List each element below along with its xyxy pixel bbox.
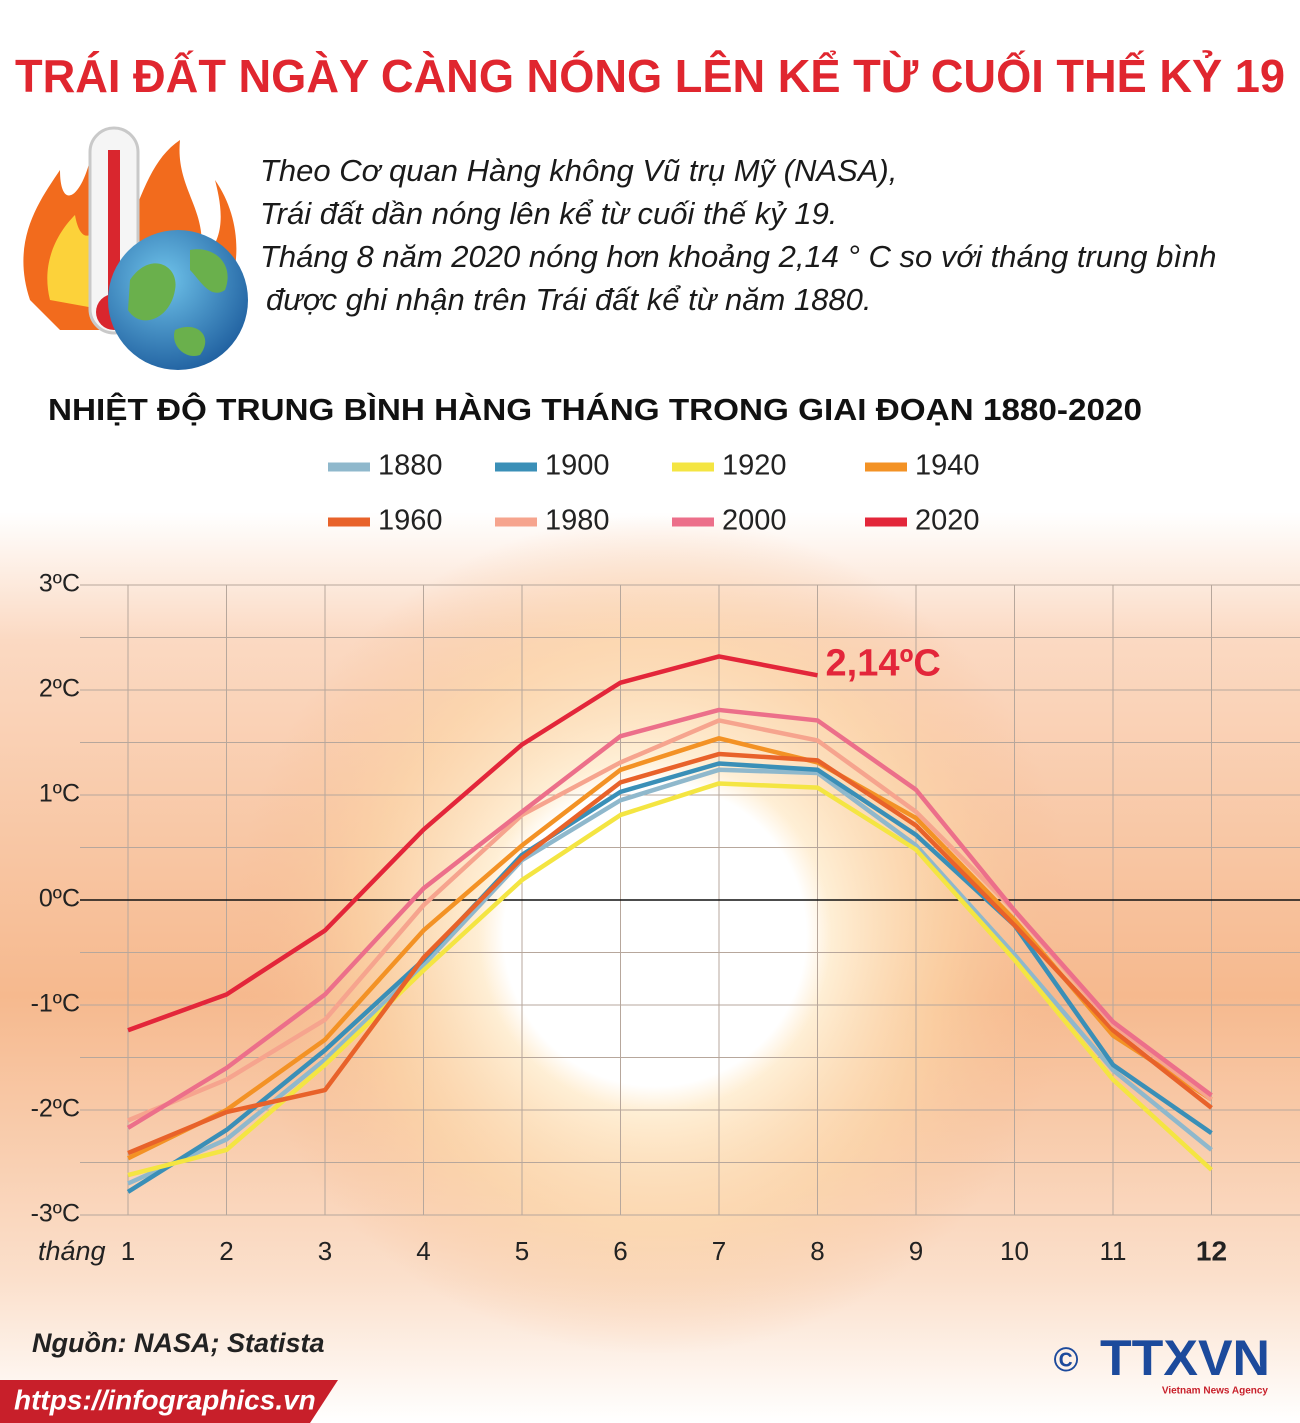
data-label: 2,14ºC [826,642,941,684]
intro-line: Theo Cơ quan Hàng không Vũ trụ Mỹ (NASA)… [260,153,897,188]
legend-label: 2020 [915,505,980,537]
chart-title: NHIỆT ĐỘ TRUNG BÌNH HÀNG THÁNG TRONG GIA… [48,391,1142,427]
legend-label: 1900 [545,450,610,482]
x-tick-label: 7 [712,1236,726,1266]
series-line [127,781,1214,1178]
source: Nguồn: NASA; Statista [32,1328,325,1358]
x-tick-label: 8 [810,1236,824,1266]
series-line [126,761,1213,1194]
x-tick-label: 1 [121,1236,135,1266]
url-band [0,1380,338,1423]
x-tick-label: 2 [219,1236,233,1266]
intro-line: được ghi nhận trên Trái đất kể từ năm 18… [266,282,871,317]
x-tick-label: 4 [416,1236,430,1266]
logo-subtitle: Vietnam News Agency [1162,1386,1269,1397]
y-tick-label: -2ºC [31,1095,80,1123]
illustration [23,126,248,370]
series-line [127,736,1213,1161]
y-tick-label: 1ºC [39,780,80,808]
legend-label: 1940 [915,450,980,482]
x-tick-label: 5 [515,1236,529,1266]
x-tick-label: 11 [1100,1236,1127,1266]
legend-label: 1880 [378,450,443,482]
url: https://infographics.vn [14,1384,316,1415]
series-line [127,654,818,1033]
x-tick-label: 3 [318,1236,332,1266]
x-tick-label: 9 [909,1236,923,1266]
logo: TTXVN [1100,1330,1270,1386]
intro-line: Trái đất dần nóng lên kể từ cuối thế kỷ … [260,196,837,231]
series-line [127,767,1213,1186]
legend-label: 1980 [545,505,610,537]
x-axis-label: tháng [38,1236,106,1266]
y-tick-label: -1ºC [31,990,80,1018]
y-tick-label: 2ºC [39,675,80,703]
y-tick-label: 0ºC [39,885,80,913]
sun-glow [0,500,1300,1360]
copyright: © [1053,1341,1078,1379]
legend-label: 1920 [722,450,787,482]
y-tick-label: -3ºC [31,1200,80,1228]
intro-line: Tháng 8 năm 2020 nóng hơn khoảng 2,14 ° … [260,239,1216,274]
legend-label: 2000 [722,505,787,537]
page-title: TRÁI ĐẤT NGÀY CÀNG NÓNG LÊN KỂ TỪ CUỐI T… [15,50,1285,102]
x-tick-label: 10 [1000,1236,1029,1266]
x-tick-label: 6 [613,1236,627,1266]
legend-label: 1960 [378,505,443,537]
series-line [126,707,1213,1130]
y-tick-label: 3ºC [39,570,80,598]
series-line [127,751,1213,1156]
x-tick-label: 12 [1196,1235,1227,1266]
